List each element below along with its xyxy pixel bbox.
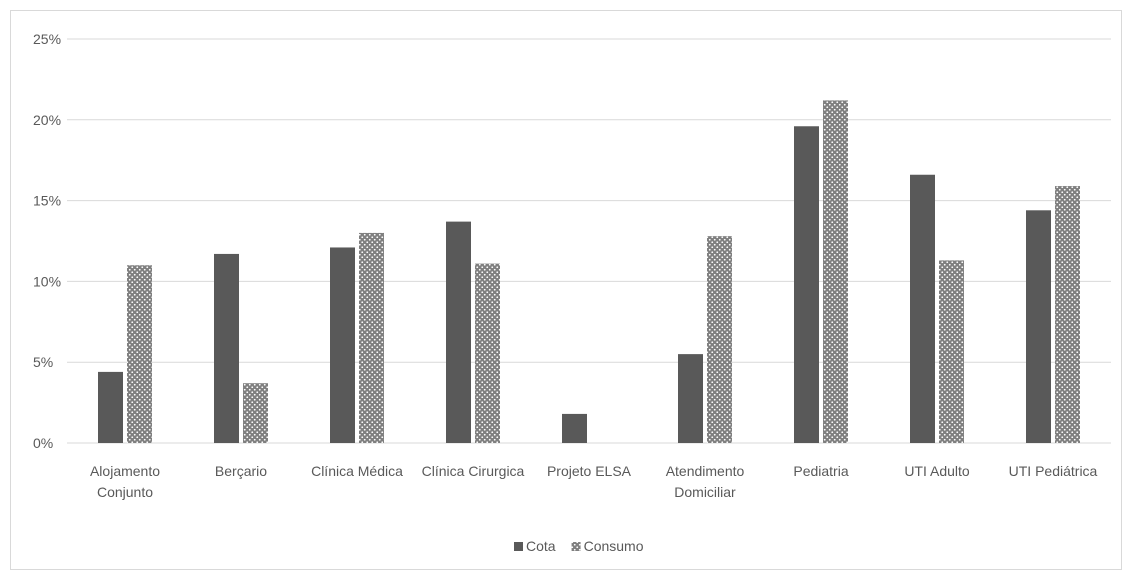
bar-consumo xyxy=(243,383,268,443)
y-axis: 0% 5% 10% 15% 20% 25% xyxy=(33,31,61,451)
x-tick-label: Berçario xyxy=(215,463,267,479)
x-tick-label: UTI Pediátrica xyxy=(1009,463,1098,479)
chart-area: 0% 5% 10% 15% 20% 25% Alojamento Conjunto Berça… xyxy=(10,10,1122,570)
bar-cota xyxy=(98,371,123,443)
x-tick-label: Domiciliar xyxy=(674,484,736,500)
bar-cota xyxy=(214,253,239,443)
gridlines xyxy=(67,38,1111,444)
bar-cota xyxy=(330,247,355,443)
y-tick-label: 0% xyxy=(33,435,53,451)
legend: Cota Consumo xyxy=(514,538,644,554)
bars xyxy=(98,100,1080,444)
legend-swatch-cota xyxy=(514,542,523,551)
x-tick-label: Projeto ELSA xyxy=(547,463,632,479)
bar-chart: 0% 5% 10% 15% 20% 25% Alojamento Conjunto Berça… xyxy=(33,31,1111,554)
bar-cota xyxy=(910,174,935,443)
bar-consumo xyxy=(939,260,964,443)
y-tick-label: 20% xyxy=(33,112,61,128)
y-tick-label: 5% xyxy=(33,354,53,370)
legend-swatch-consumo xyxy=(571,542,581,551)
bar-consumo xyxy=(475,263,500,443)
y-tick-label: 15% xyxy=(33,193,61,209)
bar-cota xyxy=(562,413,587,443)
bar-cota xyxy=(1026,210,1051,443)
legend-label-cota: Cota xyxy=(526,538,556,554)
x-tick-label: UTI Adulto xyxy=(904,463,970,479)
bar-cota xyxy=(446,221,471,443)
x-axis: Alojamento Conjunto Berçario Clínica Médica… xyxy=(90,463,1098,500)
x-tick-label: Atendimento xyxy=(666,463,745,479)
legend-label-consumo: Consumo xyxy=(584,538,644,554)
bar-consumo xyxy=(707,236,732,443)
bar-consumo xyxy=(127,265,152,443)
bar-cota xyxy=(678,354,703,443)
bar-cota xyxy=(794,126,819,443)
bar-consumo xyxy=(359,232,384,443)
x-tick-label: Conjunto xyxy=(97,484,153,500)
x-tick-label: Alojamento xyxy=(90,463,160,479)
x-tick-label: Clínica Cirurgica xyxy=(422,463,525,479)
x-tick-label: Clínica Médica xyxy=(311,463,403,479)
x-tick-label: Pediatria xyxy=(793,463,848,479)
bar-consumo xyxy=(1055,186,1080,443)
bar-consumo xyxy=(823,100,848,444)
y-tick-label: 10% xyxy=(33,273,61,289)
y-tick-label: 25% xyxy=(33,31,61,47)
